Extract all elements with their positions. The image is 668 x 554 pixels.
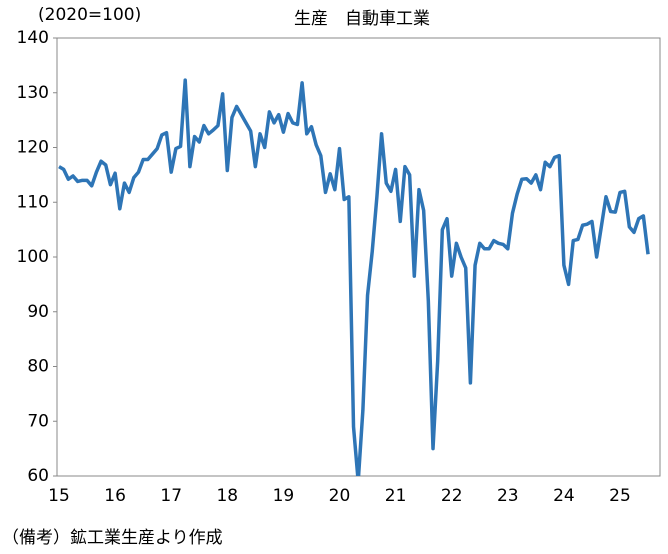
x-tick-label: 18 xyxy=(216,486,238,506)
y-axis-label: (2020=100) xyxy=(38,5,141,25)
chart-title: 生産 自動車工業 xyxy=(294,9,430,29)
plot-frame xyxy=(56,37,661,477)
x-tick-label: 19 xyxy=(273,486,295,506)
x-tick-label: 16 xyxy=(104,486,126,506)
y-tick-label: 140 xyxy=(17,28,49,48)
y-tick-label: 80 xyxy=(27,357,49,377)
y-tick-label: 120 xyxy=(17,138,49,158)
x-tick-label: 25 xyxy=(609,486,631,506)
x-tick-label: 20 xyxy=(329,486,351,506)
x-tick-label: 24 xyxy=(553,486,575,506)
x-tick-label: 15 xyxy=(48,486,70,506)
y-tick-label: 90 xyxy=(27,302,49,322)
x-tick-label: 21 xyxy=(385,486,407,506)
data-line xyxy=(58,78,650,476)
y-tick-label: 130 xyxy=(17,83,49,103)
x-tick-label: 22 xyxy=(441,486,463,506)
y-tick-label: 60 xyxy=(27,466,49,486)
y-tick-label: 100 xyxy=(17,247,49,267)
x-tick-label: 23 xyxy=(497,486,519,506)
y-tick-label: 70 xyxy=(27,411,49,431)
y-tick-label: 110 xyxy=(17,192,49,212)
source-note: （備考）鉱工業生産より作成 xyxy=(2,528,223,548)
x-tick-label: 17 xyxy=(160,486,182,506)
